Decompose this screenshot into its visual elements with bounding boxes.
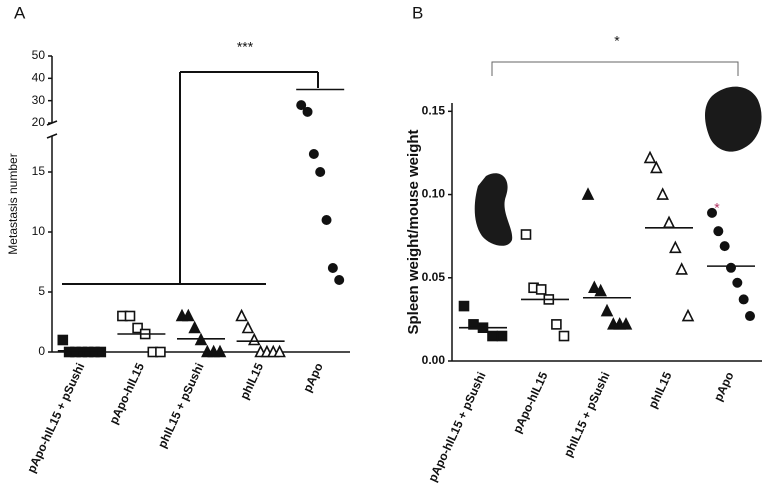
point — [124, 310, 136, 322]
x-tick-label: pApo-hIL15 — [106, 360, 147, 426]
spleen-image — [705, 86, 762, 152]
x-tick-label: phIL15 + pSushi — [155, 361, 207, 451]
point — [302, 106, 313, 117]
point — [588, 280, 601, 294]
point — [738, 294, 749, 305]
annotation: * — [614, 33, 620, 49]
axis-break — [46, 133, 58, 139]
x-tick-label: phIL15 + pSushi — [561, 370, 613, 460]
point — [308, 149, 319, 160]
y-tick-label: 5 — [38, 284, 45, 298]
y-tick-label: 0.10 — [422, 187, 446, 201]
x-tick-label: pApo — [711, 370, 737, 404]
y-tick-label: 0.15 — [422, 103, 446, 117]
point — [520, 229, 532, 240]
point — [155, 346, 166, 358]
panel-label: B — [412, 3, 423, 22]
point — [713, 226, 724, 237]
highlight-mark: * — [714, 200, 720, 216]
x-tick-label: phIL15 — [646, 369, 675, 410]
point — [675, 262, 688, 275]
point — [719, 241, 730, 252]
y-tick-label: 50 — [32, 48, 46, 62]
point — [487, 330, 498, 342]
x-tick-label: pApo — [300, 361, 326, 395]
point — [321, 215, 332, 226]
point — [132, 322, 143, 334]
point — [650, 160, 663, 174]
point — [732, 277, 743, 288]
point — [669, 240, 682, 254]
y-tick-label: 40 — [32, 71, 46, 85]
annotation: *** — [237, 39, 254, 55]
y-tick-label: 0 — [38, 344, 45, 358]
point — [57, 334, 69, 346]
y-tick-label: 30 — [32, 93, 46, 107]
point — [619, 317, 633, 330]
point — [551, 319, 562, 330]
x-tick-label: pApo-hIL15 + pSushi — [24, 361, 87, 475]
panel-label: A — [14, 3, 26, 22]
bracket-a — [62, 71, 319, 285]
point — [296, 100, 307, 111]
y-axis-label: Metastasis number — [6, 153, 20, 254]
point — [273, 344, 286, 358]
point — [334, 274, 345, 285]
y-axis-label: Spleen weight/mouse weight — [405, 129, 422, 334]
point — [594, 283, 607, 297]
point — [656, 187, 669, 200]
point — [213, 344, 227, 358]
point — [235, 308, 248, 322]
point — [662, 215, 676, 229]
point — [95, 346, 107, 358]
point — [315, 167, 326, 178]
spleen-image — [474, 173, 513, 246]
point — [327, 262, 338, 273]
point — [558, 330, 570, 342]
point — [241, 320, 255, 334]
point — [496, 330, 508, 342]
y-tick-label: 10 — [32, 224, 46, 238]
point — [535, 284, 547, 295]
y-tick-label: 20 — [32, 115, 46, 129]
y-tick-label: 15 — [32, 164, 46, 178]
point — [581, 187, 595, 200]
point — [600, 303, 614, 317]
point — [706, 207, 717, 218]
point — [744, 311, 755, 322]
x-tick-label: pApo-hIL15 — [510, 369, 551, 435]
point — [247, 332, 261, 346]
x-tick-label: phIL15 — [237, 360, 266, 401]
point — [458, 300, 470, 312]
y-tick-label: 0.00 — [422, 353, 446, 367]
x-tick-label: pApo-hIL15 + pSushi — [425, 370, 488, 484]
point — [643, 150, 657, 164]
point — [725, 262, 736, 273]
point — [681, 308, 695, 322]
bracket-b — [491, 61, 739, 76]
y-tick-label: 0.05 — [422, 270, 446, 284]
point — [188, 320, 201, 334]
point — [182, 308, 195, 322]
